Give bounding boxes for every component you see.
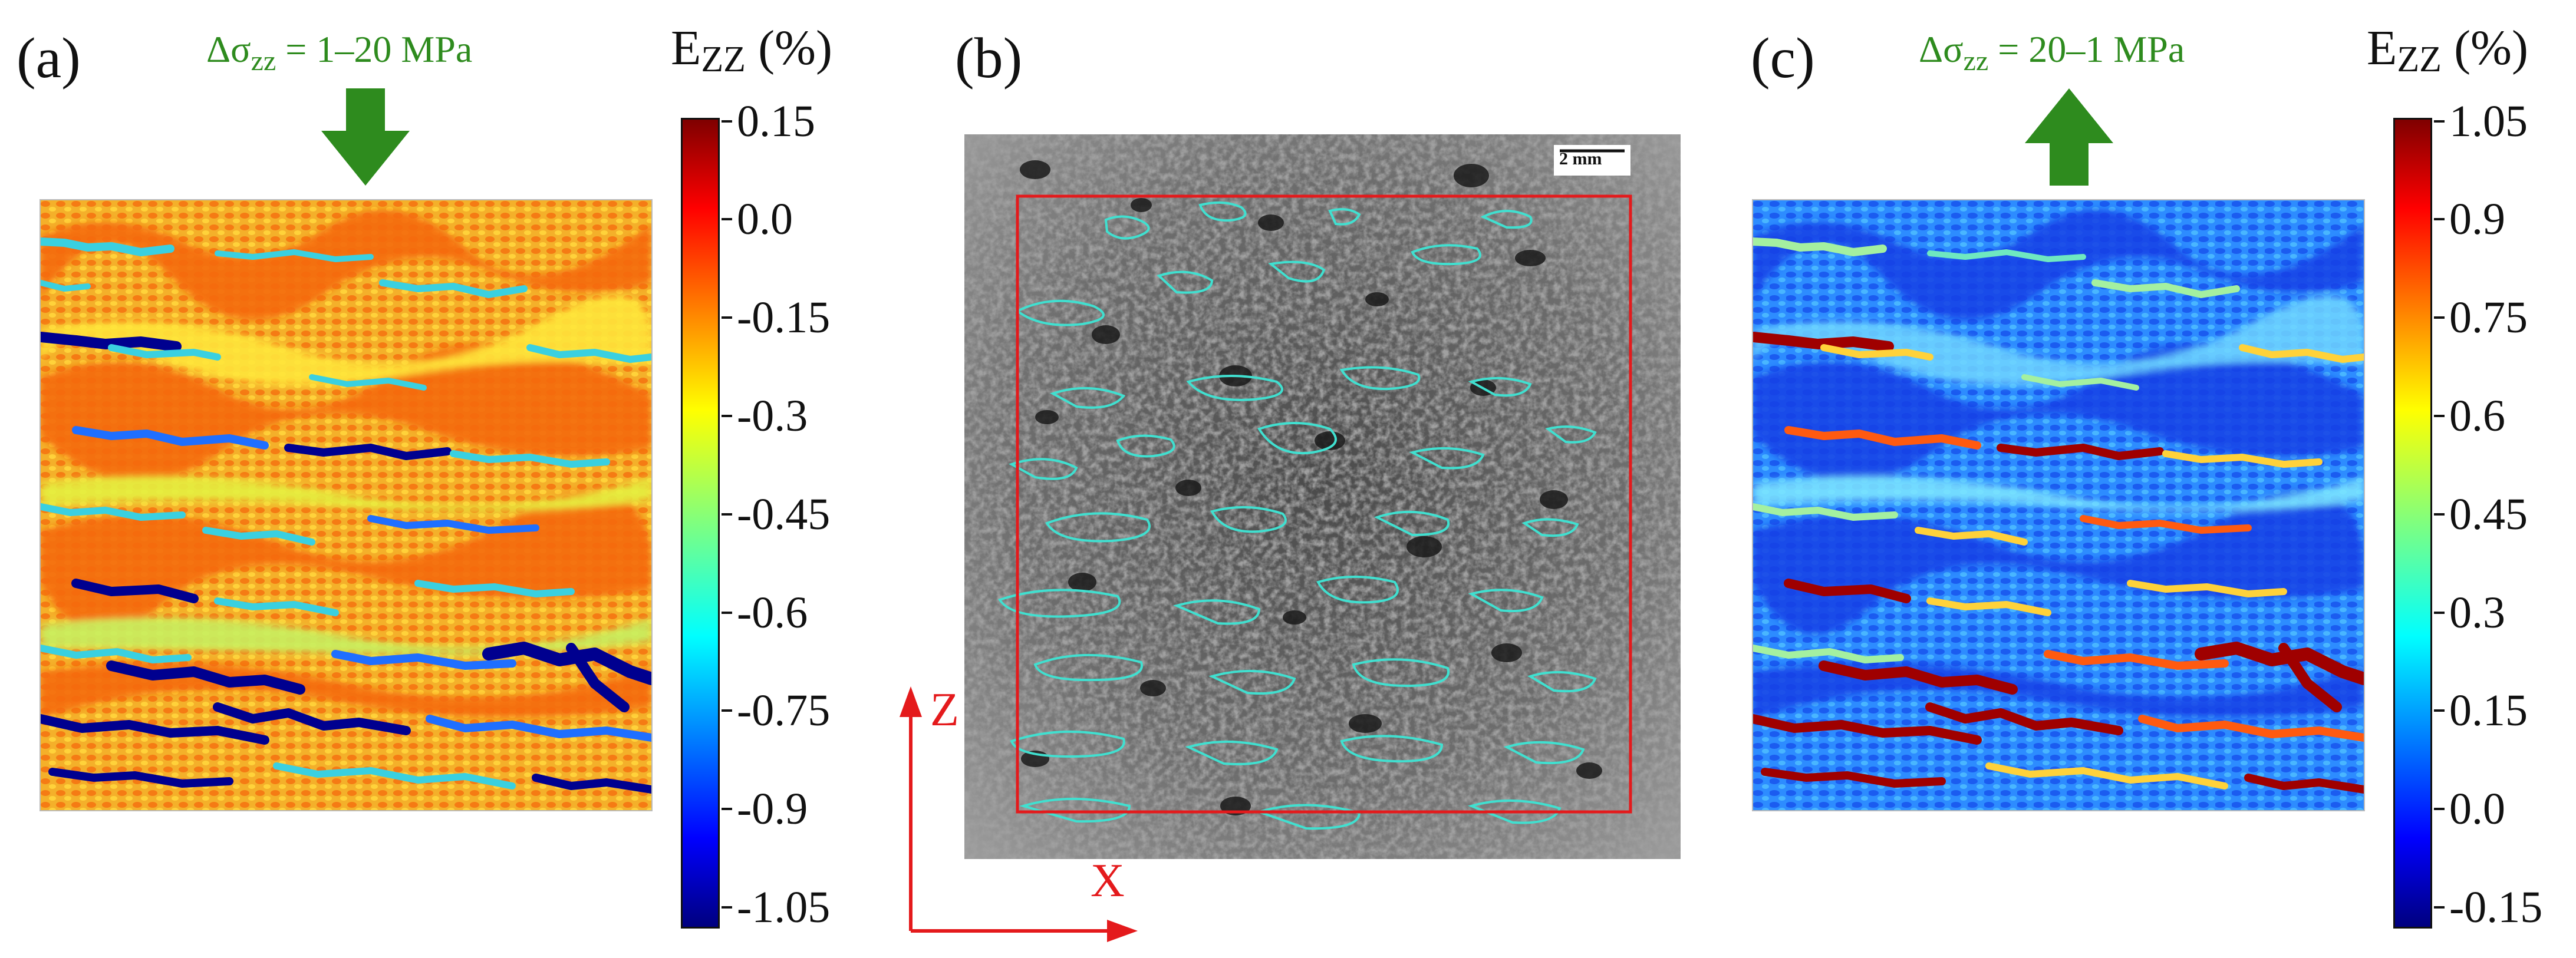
panel-c-colorbar-ticks: 1.05 0.9 0.75 0.6 0.45 0.3 0.15 0.0 -0.1… (2449, 0, 2576, 958)
colorbar-tick: -0.6 (737, 588, 808, 637)
panel-b-micrograph (964, 134, 1681, 859)
colorbar-title-unit: (%) (746, 21, 832, 75)
roi-rectangle (1016, 194, 1632, 814)
colorbar-tick: -1.05 (737, 883, 831, 932)
colorbar-tick: 0.0 (737, 194, 793, 244)
panel-a-colorbar (681, 118, 720, 929)
colorbar-tick: -0.15 (737, 293, 831, 342)
z-axis-label: Z (930, 684, 959, 736)
load-label-prefix: Δσ (206, 28, 251, 70)
panel-c-up-arrow-icon (2025, 88, 2113, 186)
xz-axes-icon (900, 686, 1138, 942)
load-label-text: = 20–1 MPa (1988, 28, 2185, 70)
load-label-prefix: Δσ (1919, 28, 1964, 70)
panel-a-down-arrow-icon (321, 88, 410, 186)
colorbar-title-main: E (671, 21, 701, 75)
colorbar-tick: 0.6 (2449, 391, 2505, 441)
colorbar-title-unit: (%) (2442, 21, 2528, 75)
panel-a-label: (a) (17, 27, 81, 90)
colorbar-tick: 0.9 (2449, 194, 2505, 244)
colorbar-tick: -0.9 (737, 784, 808, 834)
colorbar-title-subscript: ZZ (701, 39, 746, 80)
panel-a-load-label: Δσzz = 1–20 MPa (206, 31, 472, 75)
panel-b-micrograph-image (964, 134, 1681, 859)
colorbar-tick: 0.15 (737, 97, 815, 146)
load-label-subscript: zz (1963, 45, 1989, 77)
colorbar-tick: -0.3 (737, 391, 808, 441)
panel-c-strain-map (1752, 199, 2365, 811)
panel-a-colorbar-ticks: 0.15 0.0 -0.15 -0.3 -0.45 -0.6 -0.75 -0.… (737, 0, 878, 958)
colorbar-title-main: E (2367, 21, 2397, 75)
panel-c-colorbar (2393, 118, 2432, 929)
colorbar-tick: 0.75 (2449, 293, 2528, 342)
panel-a-strain-map (39, 199, 653, 811)
panel-a-colorbar-title: EZZ (%) (671, 24, 832, 78)
panel-c-strain-map-image (1753, 200, 2364, 810)
colorbar-tick: 0.15 (2449, 686, 2528, 735)
x-axis-label: X (1091, 855, 1125, 907)
colorbar-tick: 0.45 (2449, 490, 2528, 539)
colorbar-tick: 0.0 (2449, 784, 2505, 834)
colorbar-tick: 0.3 (2449, 588, 2505, 637)
load-label-subscript: zz (251, 45, 276, 77)
colorbar-tick: -0.15 (2449, 883, 2543, 932)
colorbar-title-subscript: ZZ (2397, 39, 2442, 80)
colorbar-tick: -0.45 (737, 490, 831, 539)
colorbar-tick: -0.75 (737, 686, 831, 735)
scale-bar-label: 2 mm (1559, 149, 1602, 169)
panel-c-colorbar-title: EZZ (%) (2367, 24, 2528, 78)
panel-a-strain-map-image (41, 200, 651, 810)
colorbar-tick: 1.05 (2449, 97, 2528, 146)
load-label-text: = 1–20 MPa (276, 28, 473, 70)
panel-c-label: (c) (1751, 27, 1815, 90)
panel-c-load-label: Δσzz = 20–1 MPa (1919, 31, 2185, 75)
panel-b-label: (b) (955, 27, 1023, 90)
